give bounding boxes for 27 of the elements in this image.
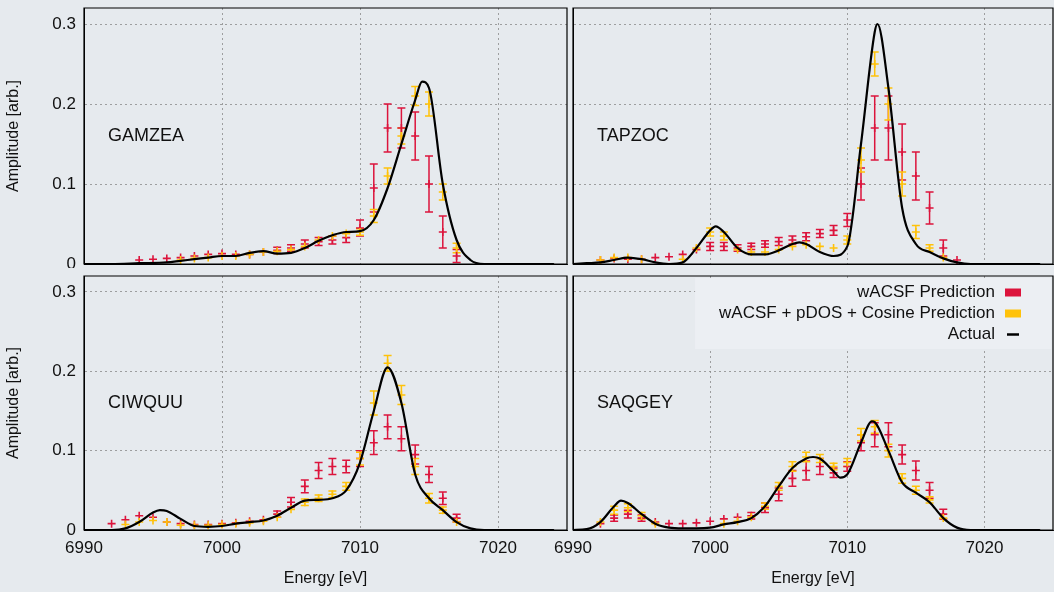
x-axis-title: Energy [eV]: [283, 568, 368, 586]
y-axis-title: Amplitude [arb.]: [4, 79, 22, 193]
annotation: CIWQUU: [108, 391, 183, 412]
y-tick-label: 0.1: [52, 173, 76, 193]
annotation: TAPZOC: [597, 124, 669, 145]
x-tick-label: 7010: [341, 537, 379, 557]
legend-label: wACSF + pDOS + Cosine Prediction: [718, 303, 995, 323]
annotation: GAMZEA: [108, 124, 185, 145]
y-tick-label: 0.1: [52, 440, 76, 460]
x-tick-label: 6990: [554, 537, 592, 557]
y-tick-label: 0.2: [52, 360, 76, 380]
legend-label: Actual: [947, 324, 995, 344]
y-tick-label: 0: [66, 519, 76, 539]
y-axis-title: Amplitude [arb.]: [4, 346, 22, 460]
x-axis-title: Energy [eV]: [771, 568, 855, 586]
annotation: SAQGEY: [597, 391, 674, 412]
y-tick-label: 0.3: [52, 13, 76, 33]
legend-label: wACSF Prediction: [856, 282, 995, 302]
x-tick-label: 6990: [65, 537, 103, 557]
x-tick-label: 7010: [828, 537, 867, 557]
x-tick-label: 7020: [479, 537, 517, 557]
x-tick-label: 7000: [691, 537, 730, 557]
x-tick-label: 7020: [965, 537, 1004, 557]
y-tick-label: 0.3: [52, 281, 76, 301]
x-tick-label: 7000: [203, 537, 241, 557]
y-tick-label: 0: [66, 253, 76, 273]
y-tick-label: 0.2: [52, 93, 76, 113]
